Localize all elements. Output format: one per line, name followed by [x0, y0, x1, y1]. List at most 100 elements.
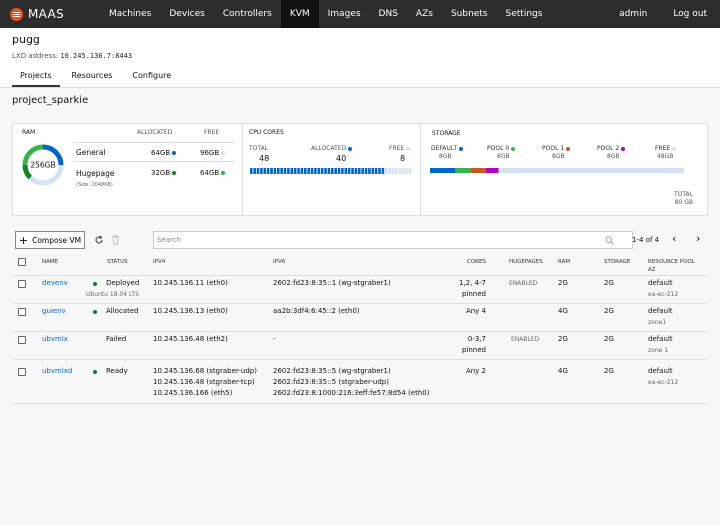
nav-settings[interactable]: Settings — [505, 9, 543, 19]
nav-controllers[interactable]: Controllers — [222, 9, 272, 19]
next-page-icon[interactable]: › — [696, 232, 701, 245]
vm-cores: 1,2, 4-7 — [458, 279, 486, 287]
header-ipv4[interactable]: IPV4 — [153, 259, 166, 265]
table-row[interactable]: ubvmlxd Ready 10.245.136.68 (stgraber-ud… — [12, 360, 708, 404]
compose-vm-label: Compose VM — [32, 235, 82, 245]
ram-general-row: General 64GB 96GB — [73, 142, 235, 162]
header-storage[interactable]: STORAGE — [604, 259, 631, 265]
cpu-core-allocated — [354, 168, 358, 174]
table-row[interactable]: ubvmlx Failed 10.245.136.48 (eth2) - 0-3… — [12, 332, 708, 360]
storage-pool-name: DEFAULT — [431, 145, 463, 152]
cpu-core-allocated — [290, 168, 294, 174]
cpu-core-allocated — [263, 168, 267, 174]
nav-azs[interactable]: AZs — [415, 9, 433, 19]
delete-icon[interactable] — [111, 235, 120, 245]
header-resource-pool[interactable]: RESOURCE POOL — [648, 259, 695, 265]
tab-configure[interactable]: Configure — [132, 71, 172, 80]
project-name: project_sparkie — [12, 95, 89, 106]
storage-pool-segment — [470, 168, 486, 173]
vm-ipv4: 10.245.136.48 (eth2) — [153, 335, 228, 343]
nav-dns[interactable]: DNS — [378, 9, 398, 19]
vm-cores-pinned: pinned — [461, 346, 486, 354]
cpu-core-allocated — [293, 168, 297, 174]
table-row[interactable]: devenv Deployed Ubuntu 18.04 LTS 10.245.… — [12, 276, 708, 304]
vm-az: zone 1 — [648, 347, 669, 354]
cpu-core-allocated — [310, 168, 314, 174]
nav-machines[interactable]: Machines — [109, 9, 152, 19]
cpu-core-allocated — [300, 168, 304, 174]
cpu-title: CPU CORES — [249, 129, 284, 136]
refresh-icon[interactable] — [94, 235, 104, 245]
vm-status: Allocated — [106, 307, 139, 315]
cpu-core-free — [398, 168, 402, 174]
header-status[interactable]: STATUS — [107, 259, 128, 265]
nav-devices[interactable]: Devices — [169, 9, 205, 19]
nav-kvm[interactable]: KVM — [280, 0, 319, 28]
free-dot — [406, 146, 411, 151]
nav-logout[interactable]: Log out — [673, 9, 707, 19]
storage-pool-value: 8GB — [439, 153, 452, 160]
compose-vm-button[interactable]: + Compose VM — [15, 231, 85, 249]
vm-ipv4: 10.245.136.166 (eth5) — [153, 389, 233, 397]
previous-page-icon[interactable]: ‹ — [672, 232, 677, 245]
tab-resources[interactable]: Resources — [71, 71, 113, 80]
storage-total-label: TOTAL — [673, 191, 693, 198]
tab-projects[interactable]: Projects — [12, 71, 60, 87]
cpu-core-allocated — [280, 168, 283, 174]
header-az[interactable]: AZ — [648, 267, 656, 273]
cpu-core-allocated — [378, 168, 381, 174]
vm-name-link[interactable]: guienv — [42, 307, 66, 315]
cpu-core-allocated — [277, 168, 280, 174]
vm-ipv6: aa2b:3df4:6:45::2 (eth0) — [273, 307, 360, 315]
maas-logo[interactable]: MAAS — [10, 7, 96, 21]
storage-pool-value: 48GB — [657, 153, 674, 160]
storage-pool-segment — [485, 168, 499, 173]
cpu-core-allocated — [260, 168, 263, 174]
ram-free-header: FREE — [204, 129, 220, 136]
row-checkbox[interactable] — [18, 368, 26, 376]
free-dot — [221, 151, 226, 155]
nav-user[interactable]: admin — [619, 9, 648, 19]
search-input[interactable] — [153, 231, 633, 249]
vm-az: ea-ec-212 — [648, 291, 679, 298]
vm-ipv6: 2602:fd23:8:35::1 (wg-stgraber1) — [273, 279, 391, 287]
row-checkbox[interactable] — [18, 336, 26, 344]
vm-pool: default — [648, 367, 673, 375]
vm-name-link[interactable]: devenv — [42, 279, 68, 287]
nav-subnets[interactable]: Subnets — [450, 9, 488, 19]
select-all-checkbox[interactable] — [18, 258, 26, 266]
status-dot — [93, 282, 97, 286]
cpu-core-free — [405, 168, 408, 174]
vm-table: NAME STATUS IPV4 IPV6 CORES HUGEPAGES RA… — [12, 254, 708, 404]
header-ram[interactable]: RAM — [558, 259, 571, 265]
header-name[interactable]: NAME — [42, 259, 59, 265]
row-checkbox[interactable] — [18, 308, 26, 316]
table-row[interactable]: guienv Allocated 10.245.136.13 (eth0) aa… — [12, 304, 708, 332]
nav-images[interactable]: Images — [327, 9, 361, 19]
row-checkbox[interactable] — [18, 280, 26, 288]
cpu-core-free — [401, 168, 405, 174]
ram-hugepage-allocated-segment — [22, 144, 64, 186]
lxd-address: LXD address: 10.245.136.7:8443 — [12, 52, 708, 60]
ram-hugepage-free: 64GB — [200, 169, 226, 177]
vm-ipv6: 2602:fd23:8:1000:216:3eff:fe57:8d54 (eth… — [273, 389, 430, 397]
vm-ram: 4G — [558, 307, 568, 315]
vm-toolbar: + Compose VM 1-4 of 4 ‹ › — [15, 231, 720, 249]
header-ipv6[interactable]: IPV6 — [273, 259, 286, 265]
logo-text: MAAS — [28, 7, 64, 21]
cpu-core-allocated — [304, 168, 307, 174]
vm-cores: Any 4 — [465, 307, 486, 315]
cpu-core-free — [395, 168, 398, 174]
vm-name-link[interactable]: ubvmlxd — [42, 367, 73, 375]
vm-ipv6: - — [273, 335, 276, 343]
header-cores[interactable]: CORES — [467, 259, 486, 265]
vm-ipv4: 10.245.136.48 (stgraber-tcp) — [153, 378, 255, 386]
vm-storage: 2G — [604, 279, 614, 287]
vm-name-link[interactable]: ubvmlx — [42, 335, 68, 343]
vm-cores: 0-3,7 — [467, 335, 486, 343]
storage-pool-name-text: POOL 2 — [597, 145, 620, 152]
storage-section: STORAGE DEFAULT 8GB POOL 0 8GB POOL 1 8GB POOL… — [420, 124, 707, 215]
cpu-core-allocated — [320, 168, 324, 174]
vm-ram: 2G — [558, 335, 568, 343]
header-hugepages[interactable]: HUGEPAGES — [509, 259, 543, 265]
